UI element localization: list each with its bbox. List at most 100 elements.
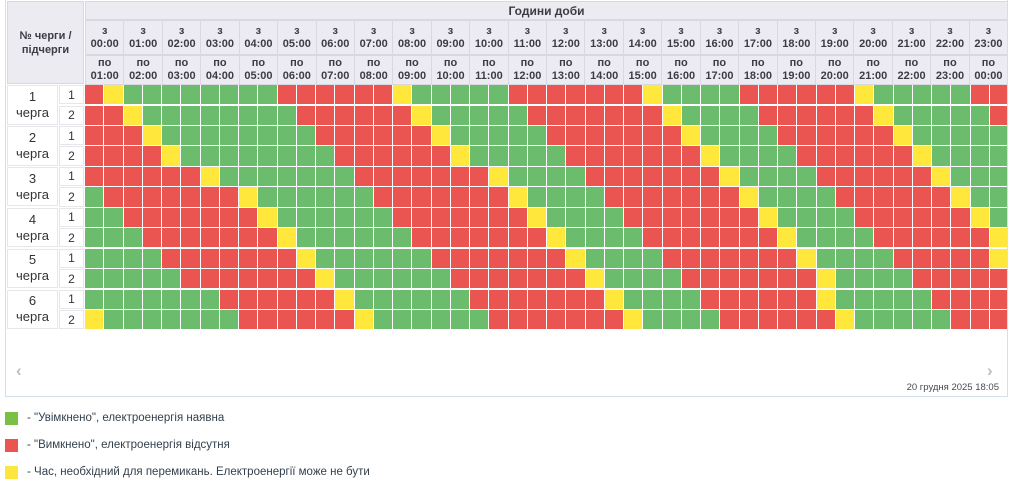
schedule-cell xyxy=(123,207,142,227)
schedule-cell xyxy=(681,105,700,125)
schedule-cell xyxy=(258,248,277,268)
schedule-cell xyxy=(527,228,546,248)
hour-header-from-11:00: з 11:00 xyxy=(509,21,548,54)
schedule-cell xyxy=(874,248,893,268)
hour-time: 00:00 xyxy=(974,70,1003,82)
schedule-cell xyxy=(816,166,835,187)
schedule-cell xyxy=(681,85,700,105)
legend-on-label: - "Увімкнено", електроенергія наявна xyxy=(27,412,225,424)
schedule-cell xyxy=(200,309,219,330)
schedule-cell xyxy=(662,309,681,330)
schedule-cell xyxy=(470,146,489,166)
schedule-cell xyxy=(893,228,912,248)
schedule-cell xyxy=(373,146,392,166)
schedule-cell xyxy=(739,125,758,146)
schedule-cell xyxy=(142,289,161,309)
schedule-cell xyxy=(893,309,912,330)
schedule-cell xyxy=(470,289,489,309)
schedule-cell xyxy=(85,269,104,289)
hour-time: 21:00 xyxy=(859,70,888,82)
schedule-cell xyxy=(604,187,623,207)
schedule-cell xyxy=(797,228,816,248)
schedule-cell xyxy=(162,228,181,248)
corner-line1: № черги / xyxy=(19,29,72,42)
schedule-cell xyxy=(335,269,354,289)
queue-label-4: 4 черга xyxy=(7,207,58,248)
schedule-cell xyxy=(662,289,681,309)
schedule-cell xyxy=(662,105,681,125)
hour-header-from-02:00: з 02:00 xyxy=(163,21,202,54)
schedule-cell xyxy=(951,248,970,268)
schedule-cell xyxy=(874,125,893,146)
schedule-cell xyxy=(662,269,681,289)
schedule-cell xyxy=(797,248,816,268)
schedule-cell xyxy=(662,166,681,187)
hour-prefix: по xyxy=(943,57,957,69)
schedule-cell xyxy=(970,85,989,105)
hour-header-from-00:00: з 00:00 xyxy=(86,21,125,54)
schedule-cell xyxy=(354,125,373,146)
schedule-cell xyxy=(835,166,854,187)
schedule-cell xyxy=(932,125,951,146)
schedule-cell xyxy=(951,166,970,187)
hours-title: Години доби xyxy=(85,1,1007,20)
schedule-cell xyxy=(123,248,142,268)
schedule-cell xyxy=(412,228,431,248)
schedule-cell xyxy=(778,228,797,248)
hour-prefix: по xyxy=(635,57,650,69)
queue-number: 3 xyxy=(28,170,37,186)
schedule-cell xyxy=(778,166,797,187)
hour-header-from-08:00: з 08:00 xyxy=(393,21,432,54)
schedule-cell xyxy=(932,248,951,268)
prev-day-button[interactable]: ‹ xyxy=(16,361,22,380)
schedule-cell xyxy=(701,289,720,309)
schedule-cell xyxy=(932,228,951,248)
schedule-cell xyxy=(662,125,681,146)
schedule-cell xyxy=(720,309,739,330)
schedule-cell xyxy=(412,85,431,105)
schedule-cell xyxy=(393,269,412,289)
schedule-cell xyxy=(219,105,238,125)
schedule-cell xyxy=(450,269,469,289)
schedule-cell xyxy=(393,248,412,268)
hour-header-to-13:00: по 13:00 xyxy=(547,56,586,84)
schedule-cell xyxy=(239,166,258,187)
schedule-cell xyxy=(219,166,238,187)
schedule-cell xyxy=(720,105,739,125)
legend-item-switch: - Час, необхідний для перемикань. Електр… xyxy=(5,463,1011,490)
schedule-cell xyxy=(316,207,335,227)
schedule-cell xyxy=(797,207,816,227)
schedule-cell xyxy=(874,166,893,187)
schedule-cell xyxy=(450,166,469,187)
next-day-button[interactable]: › xyxy=(987,361,993,380)
schedule-cell xyxy=(643,187,662,207)
schedule-cell xyxy=(912,105,931,125)
hour-prefix: з xyxy=(678,24,684,37)
schedule-cell xyxy=(893,289,912,309)
schedule-cell xyxy=(431,309,450,330)
schedule-cell xyxy=(162,85,181,105)
schedule-cell xyxy=(970,309,989,330)
schedule-cell xyxy=(142,105,161,125)
schedule-cell xyxy=(835,309,854,330)
hour-time: 13:00 xyxy=(551,70,580,82)
schedule-cell xyxy=(739,289,758,309)
hour-header-from-14:00: з 14:00 xyxy=(624,21,663,54)
hour-header-to-18:00: по 18:00 xyxy=(739,56,778,84)
schedule-cell xyxy=(200,125,219,146)
schedule-cell xyxy=(296,146,315,166)
hour-time: 02:00 xyxy=(129,70,158,82)
schedule-cell xyxy=(489,187,508,207)
schedule-cell xyxy=(123,125,142,146)
schedule-cell xyxy=(258,125,277,146)
subqueue-label-6-1: 1 xyxy=(59,289,84,309)
schedule-cell xyxy=(739,228,758,248)
schedule-cell xyxy=(720,166,739,187)
hour-time: 06:00 xyxy=(282,70,311,82)
hour-prefix: по xyxy=(904,57,919,69)
schedule-cell xyxy=(508,105,527,125)
schedule-cell xyxy=(681,187,700,207)
schedule-cell xyxy=(989,125,1007,146)
hour-prefix: по xyxy=(520,57,535,69)
queue-number: 4 xyxy=(28,211,37,227)
